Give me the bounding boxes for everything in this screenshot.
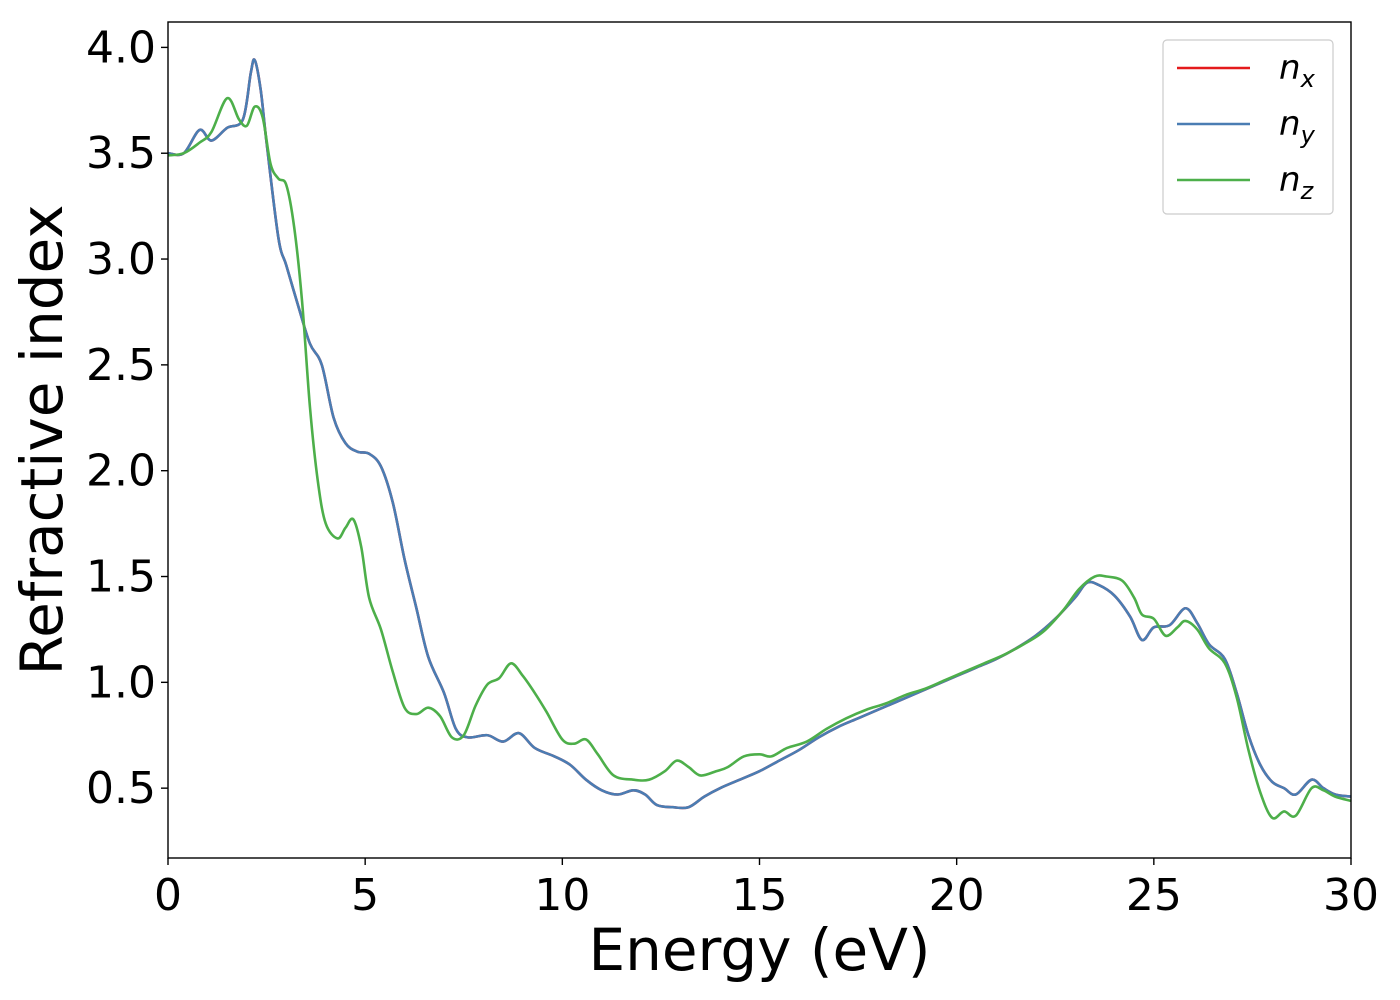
y-tick-label: 0.5 <box>86 763 156 814</box>
x-tick-label: 15 <box>732 870 788 921</box>
legend-box <box>1162 39 1334 215</box>
series-line-n-z <box>168 96 1351 820</box>
series-layer <box>168 58 1351 820</box>
x-tick-label: 20 <box>929 870 985 921</box>
x-axis: 0 5 10 15 20 25 30 <box>154 858 1379 921</box>
y-axis: 0.5 1.0 1.5 2.0 2.5 3.0 3.5 4.0 <box>86 22 168 814</box>
legend-label-n-z: nz <box>1279 160 1315 205</box>
x-axis-title: Energy (eV) <box>588 916 930 984</box>
y-tick-label: 1.0 <box>86 657 156 708</box>
y-tick-label: 2.0 <box>86 446 156 497</box>
x-tick-label: 10 <box>534 870 590 921</box>
x-tick-label: 0 <box>154 870 182 921</box>
y-tick-label: 3.0 <box>86 234 156 285</box>
legend-label-n-x: nx <box>1279 48 1316 93</box>
x-tick-label: 30 <box>1323 870 1379 921</box>
y-tick-label: 2.5 <box>86 340 156 391</box>
x-tick-label: 25 <box>1126 870 1182 921</box>
legend-label-n-y: ny <box>1279 104 1316 149</box>
series-line-n-y <box>168 58 1351 810</box>
y-tick-label: 3.5 <box>86 128 156 179</box>
x-tick-label: 5 <box>351 870 379 921</box>
y-axis-title: Refractive index <box>8 204 76 675</box>
y-tick-label: 1.5 <box>86 552 156 603</box>
legend: nx ny nz <box>1162 39 1334 215</box>
y-tick-label: 4.0 <box>86 22 156 73</box>
